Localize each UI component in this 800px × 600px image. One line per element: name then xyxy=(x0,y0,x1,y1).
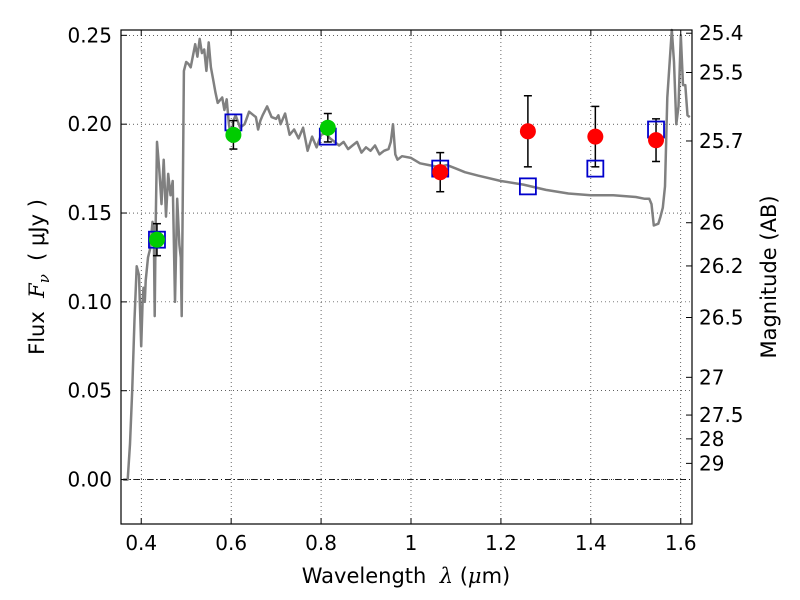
y-tick-label: 0.05 xyxy=(67,379,112,403)
y2-tick-label: 26.5 xyxy=(699,306,744,330)
y-tick-label: 0.20 xyxy=(67,112,112,136)
y-tick-label: 0.10 xyxy=(67,290,112,314)
model-square-marker xyxy=(586,159,605,178)
y-axis-label: Flux Fν ( μJy ) xyxy=(25,199,53,355)
y2-tick-label: 26.2 xyxy=(699,254,744,278)
y-tick-label: 0.15 xyxy=(67,201,112,225)
x-tick-label: 1.4 xyxy=(575,531,607,555)
x-axis-label-text: Wavelength xyxy=(302,564,427,588)
y-axis-label-text: Flux xyxy=(25,311,49,355)
y-tick-label: 0.00 xyxy=(67,468,112,492)
y-axis-symbol-sub: ν xyxy=(35,274,53,283)
x-tick-label: 0.6 xyxy=(215,531,247,555)
y2-tick-label: 25.5 xyxy=(699,60,744,84)
y-axis-symbol: F xyxy=(25,282,49,299)
green-data-point xyxy=(319,119,336,136)
x-axis-unit-rest: m) xyxy=(482,564,511,588)
ticks xyxy=(121,30,692,524)
plot-area xyxy=(121,30,692,524)
model-square-marker xyxy=(518,177,537,196)
tick-labels: 0.4 0.6 0.8 1 1.2 1.4 1.6 0.00 0.05 0.10 0.15 0.20 0… xyxy=(67,21,743,555)
red-data-point xyxy=(648,132,665,149)
x-tick-label: 0.8 xyxy=(305,531,337,555)
red-data-point xyxy=(432,164,449,181)
x-tick-label: 1.6 xyxy=(665,531,697,555)
x-axis-unit-open: ( xyxy=(460,564,468,588)
data-markers xyxy=(148,94,665,257)
model-spectrum-line xyxy=(123,28,691,481)
y2-tick-label: 27 xyxy=(699,365,724,389)
y2-tick-label: 28 xyxy=(699,427,724,451)
y2-tick-label: 27.5 xyxy=(699,403,744,427)
x-axis-symbol: λ xyxy=(439,564,453,588)
y2-tick-label: 25.4 xyxy=(699,21,744,45)
x-tick-label: 1.2 xyxy=(485,531,517,555)
y2-tick-label: 25.7 xyxy=(699,129,744,153)
y2-tick-label: 29 xyxy=(699,451,724,475)
x-tick-label: 0.4 xyxy=(125,531,157,555)
green-data-point xyxy=(225,126,242,143)
y-axis-unit: ( μJy ) xyxy=(25,199,49,261)
x-axis-unit-mu: μ xyxy=(468,564,482,588)
x-tick-label: 1 xyxy=(405,531,418,555)
plot-frame xyxy=(120,29,693,525)
x-axis-label: Wavelength λ (μm) xyxy=(302,564,510,588)
red-data-point xyxy=(587,128,604,145)
y2-tick-label: 26 xyxy=(699,211,724,235)
red-data-point xyxy=(519,123,536,140)
y2-axis-label: Magnitude (AB) xyxy=(757,195,781,358)
green-data-point xyxy=(148,231,165,248)
y-tick-label: 0.25 xyxy=(67,23,112,47)
